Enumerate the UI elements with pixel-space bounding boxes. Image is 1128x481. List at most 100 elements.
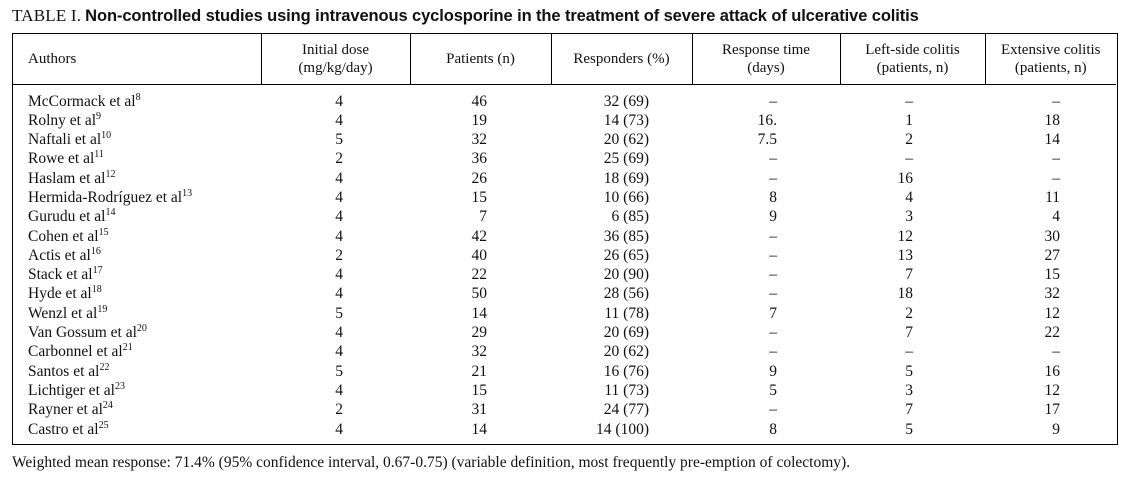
reference-superscript: 15 bbox=[98, 226, 109, 238]
dose-cell: 4 bbox=[335, 266, 343, 284]
author-name: Gurudu et al bbox=[28, 208, 106, 226]
extensive-cell: 18 bbox=[1044, 111, 1061, 129]
response-time-cell: – bbox=[769, 343, 777, 361]
left-side-cell: 7 bbox=[905, 324, 913, 342]
patients-cell: 32 bbox=[471, 343, 488, 361]
author-name: Van Gossum et al bbox=[28, 324, 137, 342]
col-header-label: Responders (%) bbox=[573, 50, 670, 67]
extensive-cell: 17 bbox=[1044, 401, 1061, 419]
response-time-cell: – bbox=[769, 266, 777, 284]
patients-cell: 50 bbox=[471, 285, 488, 303]
col-header-left-side: Left-side colitis (patients, n) bbox=[839, 34, 985, 85]
dose-cell: 4 bbox=[335, 92, 343, 110]
col-header-label: Response time bbox=[722, 41, 810, 58]
left-side-cell: 2 bbox=[905, 131, 913, 149]
table-row: Castro et al25 4 14 14 (100) 8 5 9 bbox=[13, 420, 1116, 444]
table-row: Lichtiger et al23 4 15 11 (73) 5 3 12 bbox=[13, 381, 1116, 400]
extensive-cell: 15 bbox=[1044, 266, 1061, 284]
col-header-label: Initial dose bbox=[301, 41, 370, 58]
col-header-label: Patients (n) bbox=[446, 50, 515, 67]
extensive-cell: 12 bbox=[1044, 381, 1061, 399]
table-row: Hermida-Rodríguez et al13 4 15 10 (66) 8 4 11 bbox=[13, 188, 1116, 207]
author-cell: Lichtiger et al23 bbox=[13, 381, 261, 400]
response-time-cell: 7 bbox=[769, 304, 777, 322]
author-cell: Actis et al16 bbox=[13, 246, 261, 265]
author-name: Stack et al bbox=[28, 266, 93, 284]
responders-cell: 6 (85) bbox=[611, 208, 649, 226]
author-name: Santos et al bbox=[28, 362, 100, 380]
author-cell: Santos et al22 bbox=[13, 362, 261, 381]
dose-cell: 4 bbox=[335, 227, 343, 245]
dose-cell: 4 bbox=[335, 420, 343, 438]
author-name: McCormack et al bbox=[28, 92, 136, 110]
table-row: Hyde et al18 4 50 28 (56) –18 32 bbox=[13, 284, 1116, 303]
response-time-cell: – bbox=[769, 285, 777, 303]
author-name: Rolny et al bbox=[28, 111, 97, 129]
author-name: Hermida-Rodríguez et al bbox=[28, 188, 183, 206]
response-time-cell: 16. bbox=[757, 111, 777, 129]
extensive-cell: 27 bbox=[1044, 246, 1061, 264]
responders-cell: 18 (69) bbox=[603, 169, 649, 187]
reference-superscript: 18 bbox=[91, 284, 102, 296]
author-cell: Hyde et al18 bbox=[13, 284, 261, 303]
extensive-cell: – bbox=[1052, 150, 1060, 168]
table-row: Rayner et al24 2 31 24 (77) – 7 17 bbox=[13, 400, 1116, 419]
responders-cell: 14 (100) bbox=[596, 420, 649, 438]
reference-superscript: 10 bbox=[101, 129, 112, 141]
patients-cell: 31 bbox=[471, 401, 488, 419]
response-time-cell: 8 bbox=[769, 188, 777, 206]
response-time-cell: – bbox=[769, 169, 777, 187]
table-row: Gurudu et al14 4 7 6 (85) 9 3 4 bbox=[13, 207, 1116, 226]
patients-cell: 21 bbox=[471, 362, 488, 380]
author-cell: Rayner et al24 bbox=[13, 400, 261, 419]
response-time-cell: 8 bbox=[769, 420, 777, 438]
dose-cell: 5 bbox=[335, 304, 343, 322]
patients-cell: 14 bbox=[471, 420, 488, 438]
table-frame: Authors Initial dose (mg/kg/day) Patient… bbox=[12, 33, 1118, 445]
author-cell: Rolny et al9 bbox=[13, 111, 261, 130]
col-header-authors: Authors bbox=[13, 34, 261, 85]
author-cell: Rowe et al11 bbox=[13, 149, 261, 168]
response-time-cell: – bbox=[769, 227, 777, 245]
reference-superscript: 12 bbox=[105, 168, 116, 180]
table-title: TABLE I. Non-controlled studies using in… bbox=[10, 6, 1116, 26]
responders-cell: 11 (73) bbox=[604, 381, 649, 399]
author-name: Castro et al bbox=[28, 420, 99, 438]
col-header-sub: (mg/kg/day) bbox=[298, 59, 373, 76]
response-time-cell: 9 bbox=[769, 208, 777, 226]
patients-cell: 7 bbox=[479, 208, 487, 226]
reference-superscript: 24 bbox=[102, 400, 113, 412]
left-side-cell: 18 bbox=[897, 285, 914, 303]
col-header-label: Extensive colitis bbox=[1000, 41, 1101, 58]
author-name: Naftali et al bbox=[28, 131, 102, 149]
reference-superscript: 25 bbox=[98, 419, 109, 431]
extensive-cell: 9 bbox=[1052, 420, 1060, 438]
dose-cell: 5 bbox=[335, 131, 343, 149]
patients-cell: 22 bbox=[471, 266, 488, 284]
response-time-cell: – bbox=[769, 92, 777, 110]
extensive-cell: – bbox=[1052, 343, 1060, 361]
response-time-cell: 7.5 bbox=[757, 131, 777, 149]
responders-cell: 28 (56) bbox=[603, 285, 649, 303]
reference-superscript: 8 bbox=[135, 91, 141, 103]
responders-cell: 32 (69) bbox=[603, 92, 649, 110]
patients-cell: 15 bbox=[471, 381, 488, 399]
data-table: Authors Initial dose (mg/kg/day) Patient… bbox=[13, 34, 1116, 444]
responders-cell: 11 (78) bbox=[604, 304, 649, 322]
responders-cell: 20 (90) bbox=[603, 266, 649, 284]
patients-cell: 42 bbox=[471, 227, 488, 245]
author-name: Wenzl et al bbox=[28, 304, 98, 322]
left-side-cell: – bbox=[905, 150, 913, 168]
reference-superscript: 22 bbox=[99, 361, 110, 373]
table-row: Haslam et al12 4 26 18 (69) – 16 – bbox=[13, 169, 1116, 188]
patients-cell: 46 bbox=[471, 92, 488, 110]
author-name: Lichtiger et al bbox=[28, 381, 115, 399]
table-row: Carbonnel et al21 4 32 20 (62) – – – bbox=[13, 342, 1116, 361]
patients-cell: 36 bbox=[471, 150, 488, 168]
col-header-responders: Responders (%) bbox=[550, 34, 692, 85]
patients-cell: 15 bbox=[471, 188, 488, 206]
author-name: Hyde et al bbox=[28, 285, 92, 303]
responders-cell: 20 (62) bbox=[603, 131, 649, 149]
extensive-cell: 30 bbox=[1044, 227, 1061, 245]
col-header-sub: (days) bbox=[747, 59, 785, 76]
